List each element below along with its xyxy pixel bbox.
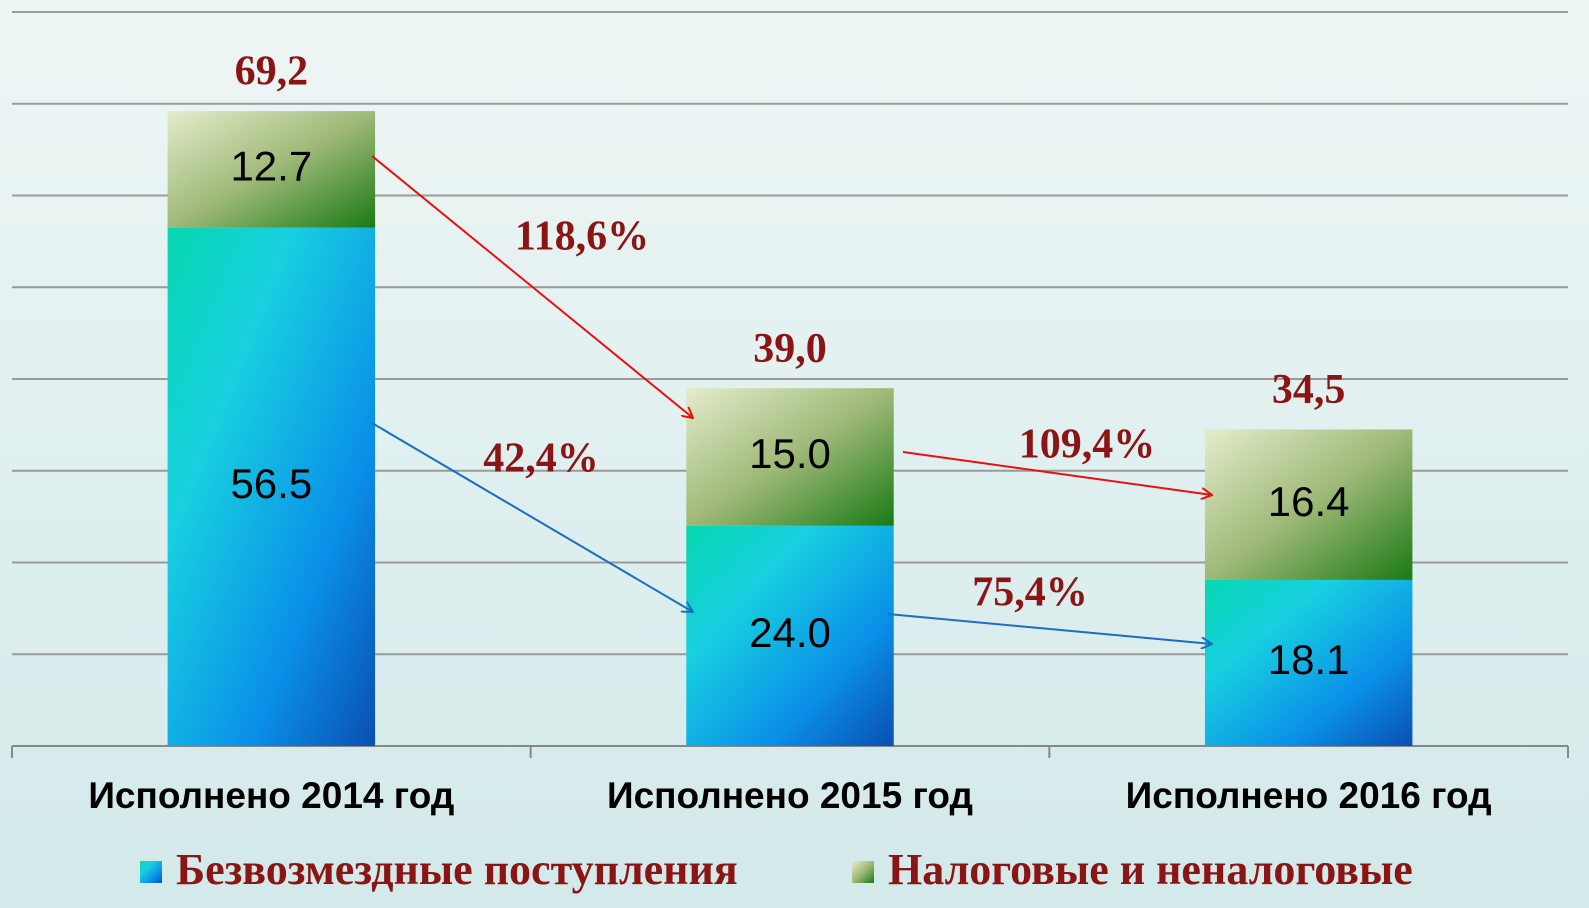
bar-segment: [686, 388, 894, 526]
data-label: 18.1: [1268, 636, 1350, 683]
arrow: [371, 422, 693, 612]
x-tick-label: Исполнено 2016 год: [1126, 775, 1492, 816]
total-label: 39,0: [753, 326, 827, 372]
data-label: 16.4: [1268, 478, 1350, 525]
legend-label: Безвозмездные поступления: [176, 845, 738, 894]
bar-segment: [1204, 579, 1413, 746]
total-label: 69,2: [235, 49, 309, 95]
annotation: 109,4%: [1019, 422, 1156, 468]
legend-swatch: [140, 861, 162, 883]
legend-swatch: [852, 861, 874, 883]
annotation: 42,4%: [483, 436, 599, 482]
bar-segment: [686, 525, 894, 746]
data-label: 24.0: [749, 609, 831, 656]
total-label: 34,5: [1272, 367, 1346, 413]
annotation: 75,4%: [972, 570, 1088, 616]
arrow: [371, 155, 693, 418]
bar-segment: [167, 111, 376, 228]
arrow: [887, 613, 1212, 644]
data-label: 56.5: [230, 460, 312, 507]
data-label: 12.7: [230, 142, 312, 189]
annotation: 118,6%: [515, 214, 649, 260]
legend-label: Налоговые и неналоговые: [888, 845, 1413, 894]
x-tick-label: Исполнено 2014 год: [88, 775, 454, 816]
data-label: 15.0: [749, 430, 831, 477]
bar-segment: [167, 227, 376, 747]
bar-segment: [1204, 429, 1413, 580]
arrow: [902, 451, 1212, 495]
x-tick-label: Исполнено 2015 год: [607, 775, 973, 816]
